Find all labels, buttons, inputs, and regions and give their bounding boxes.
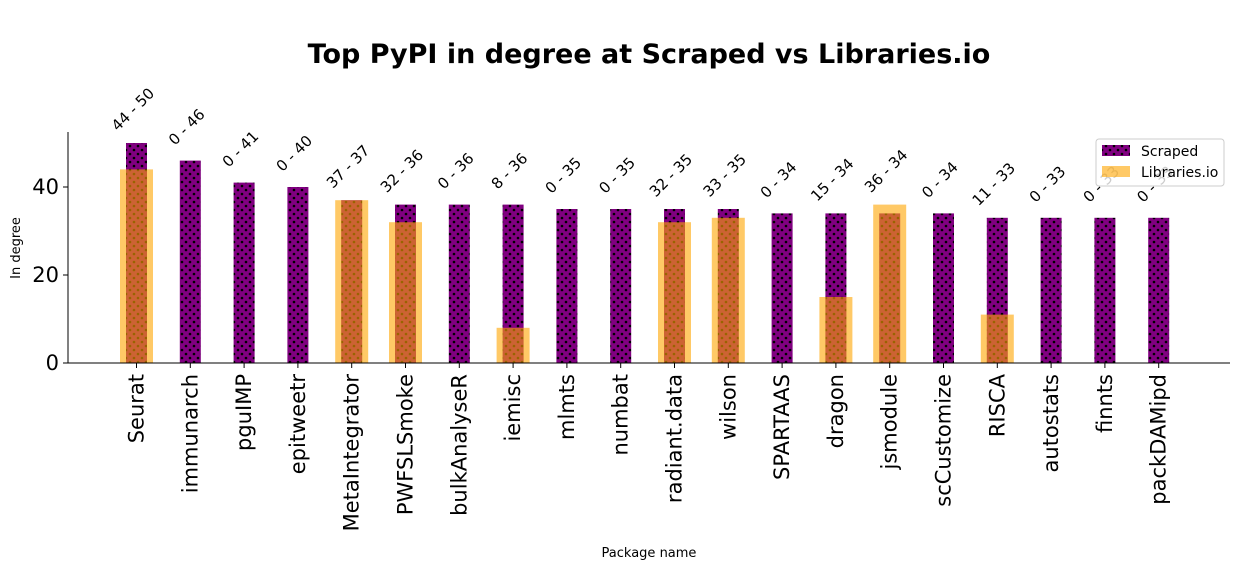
y-tick-label: 40 [32,175,59,199]
bar-scraped-SPARTAAS [771,213,793,363]
bar-scraped-pguIMP [233,182,255,363]
bar-libraries-iemisc [496,327,530,363]
x-tick-label: packDAMipd [1147,374,1171,505]
bar-annotation: 0 - 41 [219,127,263,171]
annotation-layer: 44 - 50 0 - 460 - 41 0 - 40 37 - 37 32 - 36 0… [108,84,1177,209]
bar-scraped-finnts [1094,217,1116,363]
bar-libraries-Seurat [120,169,153,363]
x-tick-label: immunarch [178,374,202,493]
bar-libraries-wilson [711,217,745,363]
x-tick-label: pguIMP [232,374,256,451]
legend-swatch-libraries [1102,166,1130,177]
bar-annotation: 0 - 34 [757,158,801,202]
bar-annotation: 0 - 35 [595,154,639,198]
x-tick-label: jsmodule [878,374,902,470]
bar-annotation: 0 - 34 [918,158,962,202]
bar-scraped-packDAMipd [1148,217,1170,363]
x-tick-label: bulkAnalyseR [447,374,471,516]
x-tick-label: radiant.data [663,374,687,503]
x-tick-label: mlmts [555,374,579,440]
bar-libraries-jsmodule [873,204,907,363]
bar-scraped-iemisc [502,204,524,363]
bar-scraped-mlmts [556,209,578,363]
bar-scraped-bulkAnalyseR [448,204,470,363]
x-tick-label: epitweetr [286,374,310,475]
bar-annotation: 37 - 37 [323,142,373,192]
x-tick-label: MetaIntegrator [340,374,364,532]
bar-annotation: 32 - 36 [377,146,427,196]
legend-swatch-scraped [1102,145,1130,156]
legend-label-libraries: Libraries.io [1141,165,1218,181]
bar-scraped-epitweetr [287,187,309,363]
bar-libraries-radiant.data [658,222,691,363]
y-axis-label: In degree [9,217,24,279]
bar-annotation: 33 - 35 [700,150,750,200]
x-tick-label: RISCA [985,373,1009,437]
x-tick-label: dragon [824,374,848,448]
x-tick-label: SPARTAAS [770,374,794,480]
bar-scraped-autostats [1040,217,1062,363]
bar-annotation: 0 - 33 [1026,162,1070,206]
bar-annotation: 0 - 36 [434,149,478,193]
bar-annotation: 32 - 35 [646,150,696,200]
bar-annotation: 8 - 36 [488,149,532,193]
bar-libraries-PWFSLSmoke [389,222,422,363]
bar-layer [120,143,1170,363]
bar-libraries-MetaIntegrator [335,200,369,363]
x-tick-label: iemisc [501,374,525,442]
x-tick-label: PWFSLSmoke [394,374,418,515]
bar-annotation: 0 - 35 [542,154,586,198]
x-tick-label: finnts [1093,374,1117,433]
bar-annotation: 0 - 40 [273,132,317,176]
y-tick-label: 0 [46,351,59,375]
bar-annotation: 44 - 50 [108,84,158,134]
y-tick-label: 20 [32,263,59,287]
x-axis-label: Package name [602,546,697,561]
x-tick-label: wilson [716,374,740,440]
bar-scraped-numbat [610,209,632,363]
x-tick-label: numbat [609,374,633,456]
bar-libraries-dragon [819,297,853,363]
bar-scraped-immunarch [179,160,201,363]
bar-annotation: 0 - 46 [165,105,209,149]
bar-annotation: 11 - 33 [969,159,1019,209]
legend-label-scraped: Scraped [1141,144,1198,160]
bar-libraries-RISCA [980,314,1014,363]
bar-scraped-scCustomize [933,213,954,363]
legend: Scraped Libraries.io [1095,138,1225,187]
x-tick-label: Seurat [125,374,149,443]
axis-layer: Seurat immunarch pguIMP epitweetr MetaIntegr… [32,132,1230,531]
chart-title: Top PyPI in degree at Scraped vs Librari… [308,39,991,70]
bar-annotation: 15 - 34 [807,155,857,205]
x-tick-label: autostats [1039,374,1063,472]
x-tick-label: scCustomize [932,374,956,507]
bar-annotation: 36 - 34 [861,146,911,196]
